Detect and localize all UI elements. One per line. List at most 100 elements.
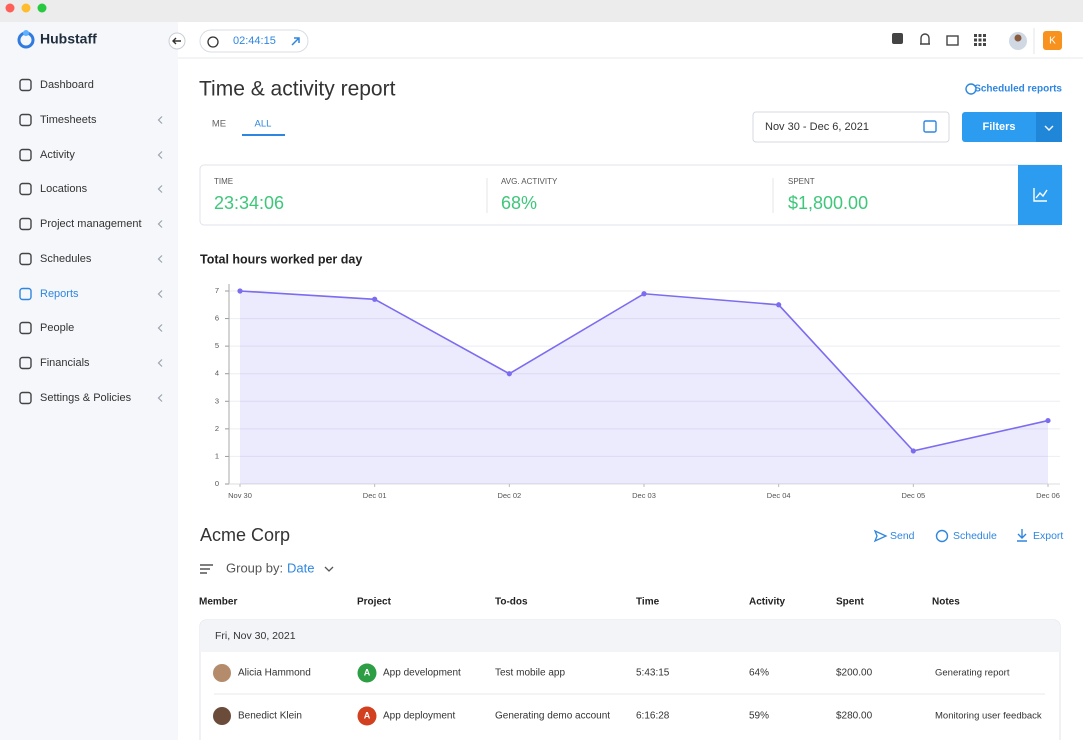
- schedule-icon[interactable]: [935, 529, 949, 543]
- stat-label: AVG. ACTIVITY: [501, 177, 558, 186]
- column-header[interactable]: Time: [636, 597, 660, 608]
- chart-title: Total hours worked per day: [200, 252, 362, 266]
- dropdown-chevron: [1044, 125, 1054, 131]
- nav-chevron: [157, 151, 163, 159]
- page-title: Time & activity report: [199, 78, 396, 101]
- notes: Generating report: [935, 668, 1010, 679]
- stat-value: 68%: [501, 193, 537, 213]
- y-tick-label: 0: [215, 479, 219, 488]
- group-by-label: Group by:: [226, 560, 283, 575]
- nav-item[interactable]: Settings & Policies: [40, 392, 132, 404]
- gifts-icon[interactable]: [946, 35, 959, 46]
- minimize-button[interactable]: [21, 3, 31, 13]
- org-badge[interactable]: [1043, 31, 1062, 50]
- group-by-value[interactable]: Date: [287, 560, 314, 575]
- nav-item[interactable]: Project management: [40, 218, 142, 230]
- nav-chevron: [157, 324, 163, 332]
- scheduled-reports-link[interactable]: Scheduled reports: [974, 84, 1062, 95]
- nav-chevron: [157, 220, 163, 228]
- member-avatar: [213, 664, 231, 682]
- column-header[interactable]: Member: [199, 597, 237, 608]
- date-picker[interactable]: [752, 111, 950, 143]
- member-avatar: [213, 707, 231, 725]
- area-fill: [240, 291, 1048, 484]
- nav-item[interactable]: Reports: [40, 288, 79, 300]
- nav-icon: [19, 287, 32, 301]
- chart-toggle-button[interactable]: [1018, 165, 1062, 225]
- project-name: App development: [383, 668, 461, 679]
- export-icon[interactable]: [1017, 529, 1027, 542]
- nav-item[interactable]: Schedules: [40, 253, 92, 265]
- nav-item[interactable]: Dashboard: [40, 79, 94, 91]
- spent: $280.00: [836, 711, 873, 722]
- project-badge: [357, 706, 377, 726]
- stat-label: TIME: [214, 177, 233, 186]
- column-header[interactable]: Notes: [932, 597, 960, 608]
- nav-item[interactable]: Financials: [40, 357, 90, 369]
- chart-icon: [1033, 188, 1048, 202]
- report-action[interactable]: Send: [890, 530, 915, 542]
- y-tick-label: 5: [215, 341, 219, 350]
- report-action[interactable]: Export: [1033, 530, 1063, 542]
- y-tick-label: 6: [215, 314, 219, 323]
- notifications-icon[interactable]: [920, 33, 930, 45]
- nav-item[interactable]: Locations: [40, 183, 88, 195]
- nav-icon: [19, 182, 32, 196]
- nav-icon: [19, 391, 32, 405]
- timer-pill[interactable]: [199, 29, 309, 53]
- x-tick-label: Dec 02: [497, 491, 521, 500]
- close-button[interactable]: [5, 3, 15, 13]
- title-bar: [0, 0, 1083, 22]
- report-action[interactable]: Schedule: [953, 530, 997, 542]
- data-point: [237, 288, 243, 294]
- y-tick-label: 1: [215, 451, 219, 460]
- clock-icon: [965, 83, 977, 95]
- timer-display: 02:44:15: [233, 35, 276, 47]
- group-date: Fri, Nov 30, 2021: [215, 630, 296, 642]
- apps-icon[interactable]: [974, 34, 986, 46]
- user-avatar-face: [1014, 34, 1022, 42]
- project-name: App deployment: [383, 711, 455, 722]
- open-timer-icon[interactable]: [291, 37, 300, 46]
- data-point: [776, 302, 782, 308]
- send-icon[interactable]: [873, 529, 888, 543]
- filters-label: Filters: [982, 121, 1015, 133]
- group-by-chevron[interactable]: [324, 566, 334, 572]
- nav-chevron: [157, 359, 163, 367]
- help-icon[interactable]: [892, 33, 903, 44]
- org-initial: K: [1049, 36, 1056, 47]
- x-tick-label: Dec 05: [901, 491, 925, 500]
- column-header[interactable]: Activity: [749, 597, 786, 608]
- x-tick-label: Dec 04: [767, 491, 791, 500]
- column-header[interactable]: Project: [357, 597, 392, 608]
- nav-item[interactable]: People: [40, 322, 74, 334]
- nav-chevron: [157, 255, 163, 263]
- stat-value: $1,800.00: [788, 193, 868, 213]
- nav-item[interactable]: Timesheets: [40, 114, 97, 126]
- tab[interactable]: ME: [212, 119, 226, 130]
- nav-chevron: [157, 290, 163, 298]
- nav-icon: [19, 252, 32, 266]
- project-initial: A: [364, 667, 371, 677]
- tab[interactable]: ALL: [255, 119, 272, 130]
- calendar-icon: [923, 120, 937, 133]
- project-initial: A: [364, 710, 371, 720]
- notes: Monitoring user feedback: [935, 711, 1042, 722]
- filters-dropdown[interactable]: [1036, 112, 1062, 142]
- nav-item[interactable]: Activity: [40, 149, 75, 161]
- brand-name: Hubstaff: [40, 31, 97, 47]
- todo: Test mobile app: [495, 668, 565, 679]
- time: 5:43:15: [636, 668, 670, 679]
- nav-chevron: [157, 394, 163, 402]
- maximize-button[interactable]: [37, 3, 47, 13]
- member-name: Alicia Hammond: [238, 668, 311, 679]
- column-header[interactable]: Spent: [836, 597, 864, 608]
- x-tick-label: Nov 30: [228, 491, 252, 500]
- nav-icon: [19, 321, 32, 335]
- x-tick-label: Dec 03: [632, 491, 656, 500]
- column-header[interactable]: To-dos: [495, 597, 528, 608]
- nav-icon: [19, 113, 32, 127]
- brand-logo: [17, 30, 35, 49]
